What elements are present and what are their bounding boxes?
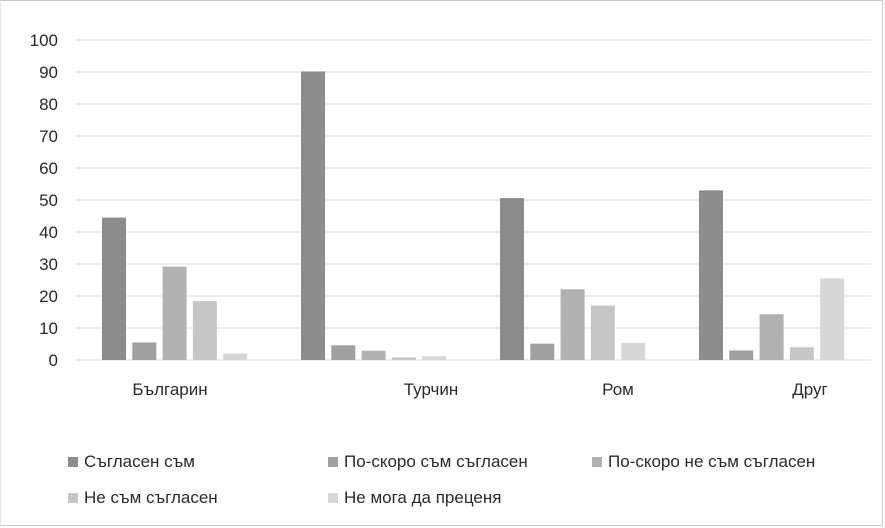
bar bbox=[301, 71, 325, 361]
bar bbox=[621, 343, 646, 360]
y-tick-label: 50 bbox=[39, 191, 58, 210]
x-category-label: Турчин bbox=[404, 380, 459, 399]
x-category-label: Друг bbox=[792, 380, 827, 399]
y-tick-label: 80 bbox=[39, 95, 58, 114]
bar bbox=[331, 345, 356, 360]
y-tick-label: 10 bbox=[39, 319, 58, 338]
bar bbox=[422, 356, 447, 360]
y-axis-ticks: 0 10 20 30 40 50 60 70 80 90 100 bbox=[30, 31, 58, 370]
y-tick-label: 60 bbox=[39, 159, 58, 178]
bar bbox=[192, 301, 217, 360]
bars bbox=[102, 71, 845, 361]
y-tick-label: 90 bbox=[39, 63, 58, 82]
bar bbox=[530, 343, 555, 360]
y-tick-label: 0 bbox=[49, 351, 58, 370]
bar bbox=[162, 266, 187, 360]
y-tick-label: 40 bbox=[39, 223, 58, 242]
bar bbox=[560, 289, 585, 360]
bar bbox=[789, 347, 814, 360]
y-tick-label: 30 bbox=[39, 255, 58, 274]
x-category-label: Българин bbox=[132, 380, 207, 399]
bar bbox=[820, 278, 845, 360]
bar bbox=[361, 350, 386, 360]
bar bbox=[132, 342, 157, 360]
bar bbox=[223, 353, 248, 360]
bar bbox=[759, 314, 784, 360]
y-tick-label: 100 bbox=[30, 31, 58, 50]
bar bbox=[590, 305, 615, 360]
x-axis-categories: Българин Турчин Ром Друг bbox=[132, 380, 827, 399]
bar bbox=[500, 198, 524, 360]
bar bbox=[102, 217, 126, 360]
y-tick-label: 20 bbox=[39, 287, 58, 306]
bar bbox=[391, 357, 416, 360]
bar bbox=[699, 190, 723, 360]
bar bbox=[729, 350, 754, 360]
x-category-label: Ром bbox=[602, 380, 634, 399]
y-tick-label: 70 bbox=[39, 127, 58, 146]
